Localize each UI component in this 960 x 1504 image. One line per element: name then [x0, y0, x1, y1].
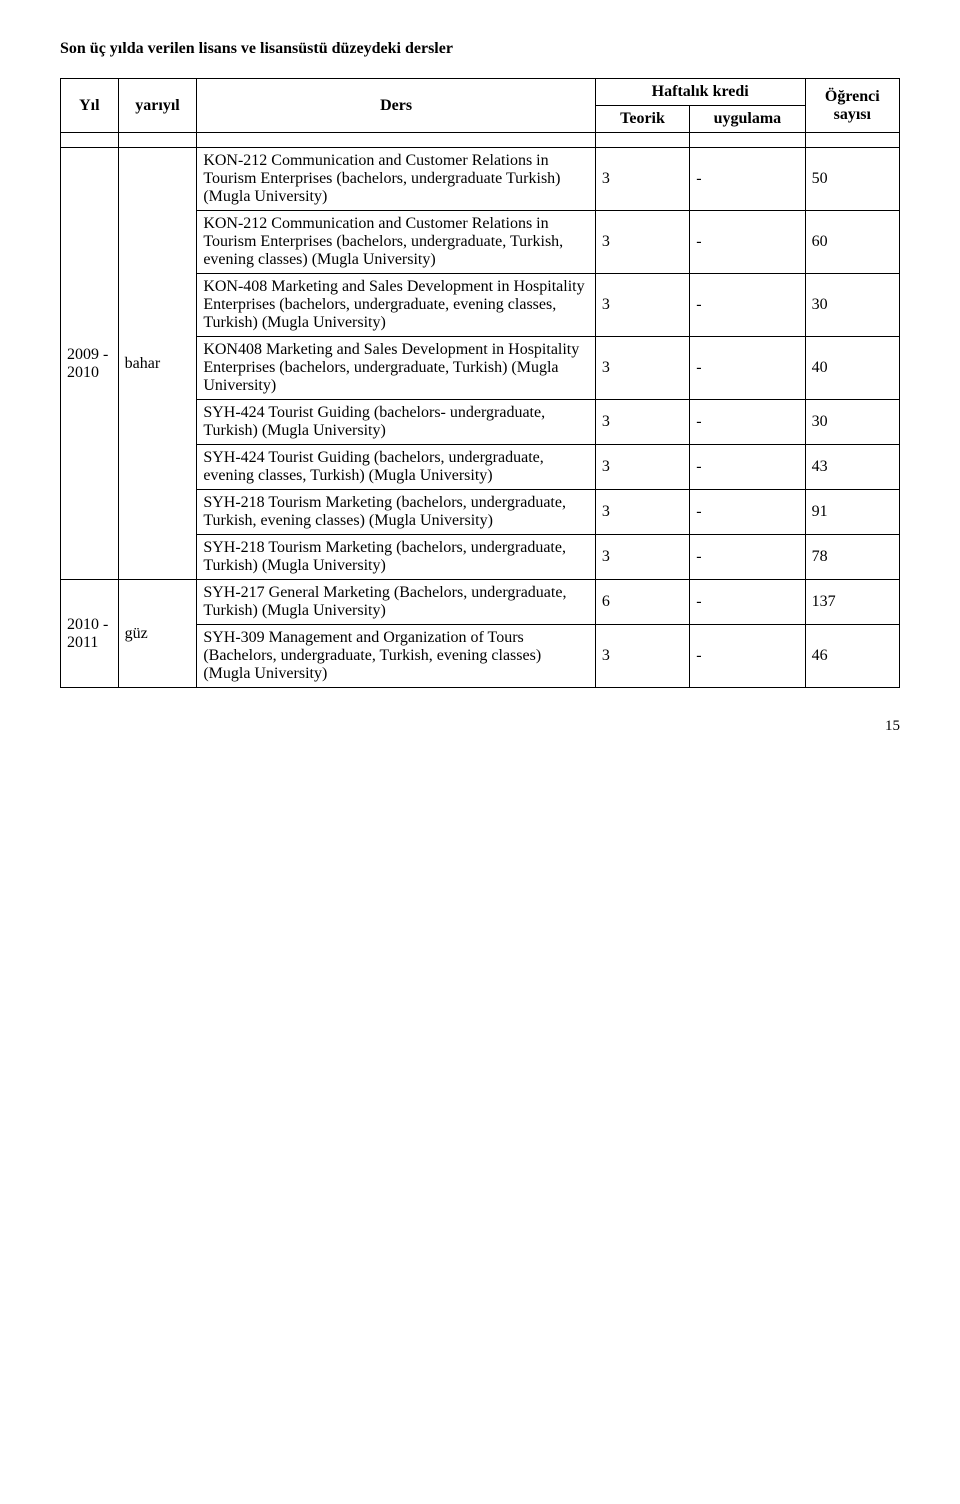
teorik-cell: 3: [595, 337, 689, 400]
uygulama-cell: -: [690, 580, 805, 625]
sayi-cell: 43: [805, 445, 899, 490]
teorik-cell: 3: [595, 274, 689, 337]
teorik-cell: 3: [595, 445, 689, 490]
uygulama-cell: -: [690, 337, 805, 400]
ders-cell: KON-408 Marketing and Sales Development …: [197, 274, 596, 337]
ders-cell: SYH-424 Tourist Guiding (bachelors- unde…: [197, 400, 596, 445]
ders-cell: SYH-424 Tourist Guiding (bachelors, unde…: [197, 445, 596, 490]
ders-cell: KON-212 Communication and Customer Relat…: [197, 148, 596, 211]
uygulama-cell: -: [690, 400, 805, 445]
th-yil: Yıl: [61, 79, 119, 133]
table-row: 2010 - 2011güz SYH-217 General Marketing…: [61, 580, 900, 625]
uygulama-cell: -: [690, 274, 805, 337]
ders-cell: KON408 Marketing and Sales Development i…: [197, 337, 596, 400]
ders-cell: SYH-309 Management and Organization of T…: [197, 625, 596, 688]
sayi-cell: 91: [805, 490, 899, 535]
sayi-cell: 60: [805, 211, 899, 274]
uygulama-cell: -: [690, 148, 805, 211]
ders-cell: SYH-218 Tourism Marketing (bachelors, un…: [197, 535, 596, 580]
uygulama-cell: -: [690, 211, 805, 274]
sayi-cell: 137: [805, 580, 899, 625]
th-uygulama: uygulama: [690, 106, 805, 133]
ders-cell: SYH-218 Tourism Marketing (bachelors, un…: [197, 490, 596, 535]
sayi-cell: 78: [805, 535, 899, 580]
teorik-cell: 3: [595, 625, 689, 688]
sayi-cell: 46: [805, 625, 899, 688]
teorik-cell: 3: [595, 148, 689, 211]
th-haftalik: Haftalık kredi: [595, 79, 805, 106]
uygulama-cell: -: [690, 625, 805, 688]
th-teorik: Teorik: [595, 106, 689, 133]
th-ogrenci: Öğrenci sayısı: [805, 79, 899, 133]
ders-cell: KON-212 Communication and Customer Relat…: [197, 211, 596, 274]
yariyil-cell: bahar: [118, 148, 197, 580]
teorik-cell: 6: [595, 580, 689, 625]
th-ders: Ders: [197, 79, 596, 133]
th-yariyil: yarıyıl: [118, 79, 197, 133]
page-title: Son üç yılda verilen lisans ve lisansüst…: [60, 40, 900, 58]
sayi-cell: 40: [805, 337, 899, 400]
yil-cell: 2009 - 2010: [61, 148, 119, 580]
teorik-cell: 3: [595, 400, 689, 445]
table-row: 2009 - 2010baharKON-212 Communication an…: [61, 148, 900, 211]
uygulama-cell: -: [690, 535, 805, 580]
uygulama-cell: -: [690, 445, 805, 490]
uygulama-cell: -: [690, 490, 805, 535]
sayi-cell: 50: [805, 148, 899, 211]
courses-table: Yıl yarıyıl Ders Haftalık kredi Öğrenci …: [60, 78, 900, 688]
yil-cell: 2010 - 2011: [61, 580, 119, 688]
yariyil-cell: güz: [118, 580, 197, 688]
teorik-cell: 3: [595, 535, 689, 580]
teorik-cell: 3: [595, 211, 689, 274]
teorik-cell: 3: [595, 490, 689, 535]
ders-cell: SYH-217 General Marketing (Bachelors, un…: [197, 580, 596, 625]
page-number: 15: [60, 718, 900, 735]
sayi-cell: 30: [805, 274, 899, 337]
sayi-cell: 30: [805, 400, 899, 445]
